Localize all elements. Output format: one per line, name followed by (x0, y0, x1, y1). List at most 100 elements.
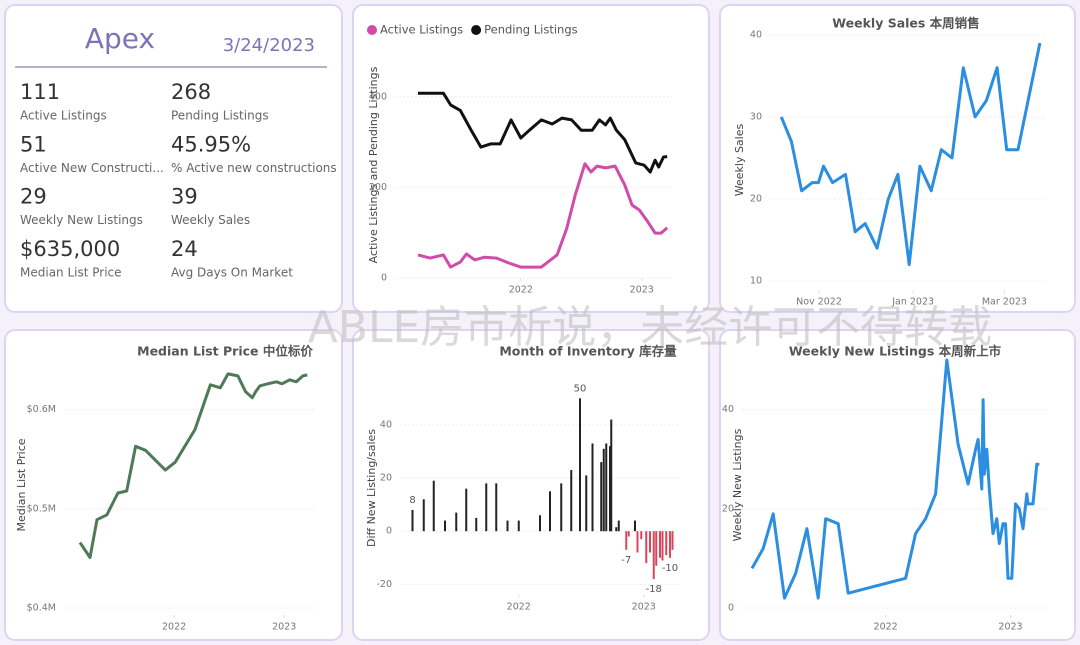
kpi-value: $635,000 (20, 237, 120, 261)
y-axis-label: Weekly New Listings (731, 428, 744, 541)
bar (475, 517, 478, 532)
y-axis-label: Weekly Sales (733, 123, 746, 196)
chart-title: Weekly Sales 本周销售 (832, 16, 979, 31)
line (779, 42, 1042, 267)
chart-title: Weekly New Listings 本周新上市 (789, 344, 1002, 359)
bar (655, 531, 658, 566)
y-tick-label: 20 (380, 473, 392, 484)
bar (600, 462, 603, 532)
y-tick-label: $0.6M (27, 404, 56, 415)
kpi-label: Avg Days On Market (171, 265, 293, 279)
bar (617, 520, 620, 532)
kpi-label: Weekly Sales (171, 213, 250, 227)
card (352, 4, 710, 313)
bar (640, 531, 643, 540)
bar (659, 531, 661, 558)
bar (517, 520, 520, 532)
line (750, 358, 1040, 600)
bar (455, 512, 458, 532)
kpi-value: 268 (171, 80, 211, 104)
kpi-label: Weekly New Listings (20, 213, 143, 227)
legend-marker (471, 25, 482, 35)
data-label: -7 (621, 555, 631, 566)
y-tick-label: 40 (750, 29, 762, 40)
y-tick-label: -20 (376, 579, 392, 590)
watermark: ABLE房市析说，未经许可不得转载 (308, 302, 993, 353)
kpi-value: 29 (20, 185, 47, 209)
bar (465, 488, 468, 532)
y-tick-label: 200 (369, 182, 387, 193)
x-tick-label: 2023 (632, 602, 656, 613)
bar (539, 515, 541, 532)
card (4, 329, 343, 641)
card (719, 4, 1076, 313)
chart-title: Month of Inventory 库存量 (499, 344, 677, 359)
x-tick-label: 2023 (998, 622, 1022, 633)
bar (549, 491, 551, 532)
y-tick-label: 20 (722, 503, 734, 514)
charts: 111 Active Listings 268 Pending Listings 51 A… (15, 16, 1048, 633)
kpi-value: 111 (20, 80, 60, 104)
bar (570, 470, 573, 532)
y-axis-label: Active Listings and Pending Listings (367, 66, 380, 263)
bar (579, 398, 581, 532)
kpi-label: % Active new constructions (171, 161, 337, 175)
x-tick-label: 2022 (162, 622, 186, 633)
line (418, 91, 668, 174)
x-tick-label: Mar 2023 (982, 297, 1027, 308)
bar (560, 483, 563, 532)
bar (625, 531, 628, 550)
y-tick-label: 10 (750, 275, 762, 286)
bar (645, 531, 648, 564)
y-tick-label: 20 (750, 193, 762, 204)
kpi-date: 3/24/2023 (223, 35, 315, 56)
y-tick-label: 40 (722, 404, 734, 415)
bar (506, 520, 509, 532)
bar (661, 531, 664, 561)
line (417, 162, 669, 269)
legend-label: Active Listings (380, 23, 463, 37)
x-tick-label: 2022 (509, 285, 533, 296)
bar (444, 520, 446, 532)
legend-label: Pending Listings (484, 23, 578, 37)
card (719, 329, 1076, 641)
bar (627, 531, 630, 537)
data-label: -18 (646, 584, 662, 595)
y-tick-label: $0.4M (27, 603, 56, 614)
data-label: 50 (574, 383, 587, 394)
kpi-label: Active New Constructi... (20, 161, 164, 175)
bar (649, 531, 651, 553)
y-tick-label: 0 (386, 526, 392, 537)
bar (605, 443, 608, 532)
kpi-value: 51 (20, 132, 47, 156)
bar (411, 509, 414, 532)
kpi-value: 45.95% (171, 132, 251, 156)
bar (609, 446, 611, 532)
bar (652, 531, 655, 580)
y-tick-label: 400 (369, 91, 387, 102)
bar (602, 448, 605, 532)
bar (671, 531, 674, 550)
y-tick-label: $0.5M (27, 503, 56, 514)
y-tick-label: 0 (381, 273, 387, 284)
kpi-value: 24 (171, 237, 198, 261)
x-tick-label: 2022 (507, 602, 531, 613)
y-axis-label: Diff New Listing/sales (365, 429, 378, 547)
bar (422, 499, 425, 532)
bar (634, 520, 636, 532)
data-label: 8 (409, 495, 415, 506)
data-label: -10 (662, 563, 678, 574)
legend-marker (367, 25, 377, 35)
bar (485, 483, 488, 532)
kpi-label: Median List Price (20, 265, 122, 279)
y-axis-label: Median List Price (15, 438, 28, 531)
bar (432, 480, 435, 532)
x-tick-label: Nov 2022 (796, 297, 842, 308)
bar (636, 531, 639, 553)
card (4, 4, 343, 313)
x-tick-label: 2022 (874, 622, 898, 633)
chart-title: Median List Price 中位标价 (137, 344, 313, 359)
kpi-title: Apex (85, 22, 155, 55)
bar (585, 475, 588, 532)
bar (665, 531, 668, 556)
